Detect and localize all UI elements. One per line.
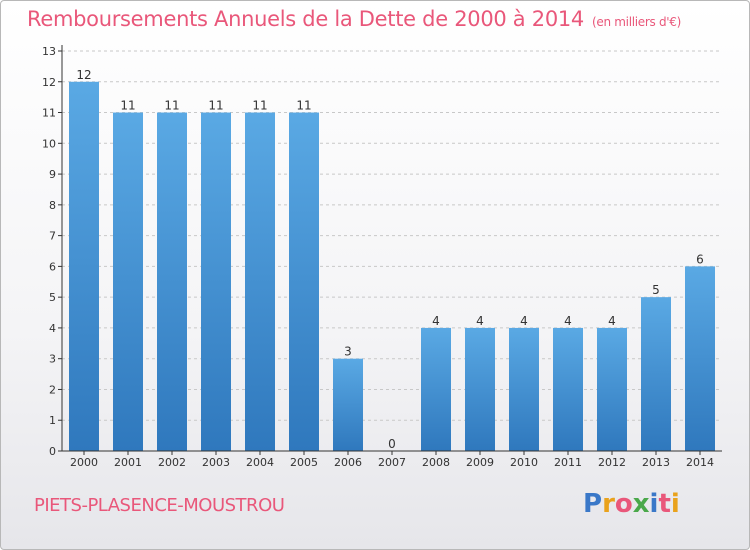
y-tick-label: 4 (49, 322, 56, 335)
x-tick-label: 2003 (202, 456, 230, 469)
bar (553, 327, 583, 451)
x-tick-label: 2002 (158, 456, 186, 469)
bar (333, 358, 363, 451)
x-tick-label: 2009 (466, 456, 494, 469)
y-tick-label: 3 (49, 353, 56, 366)
chart-unit-label: (en milliers d'€) (592, 15, 682, 29)
x-tick-label: 2004 (246, 456, 274, 469)
y-tick-label: 13 (42, 45, 56, 58)
logo-letter: o (614, 489, 633, 519)
bar-value-label: 11 (296, 99, 311, 113)
bar (201, 112, 231, 452)
bar (465, 327, 495, 451)
chart-title: Remboursements Annuels de la Dette de 20… (27, 7, 681, 31)
bar-value-label: 6 (696, 252, 704, 266)
bar (157, 112, 187, 452)
bars: 12 11 11 11 11 11 3 0 4 4 4 4 4 5 6 (69, 68, 715, 452)
x-tick-label: 2008 (422, 456, 450, 469)
y-tick-label: 10 (42, 137, 56, 150)
y-tick-label: 5 (49, 291, 56, 304)
x-tick-label: 2006 (334, 456, 362, 469)
bar-value-label: 0 (388, 437, 396, 451)
bar-value-label: 11 (252, 99, 267, 113)
y-tick-label: 11 (42, 107, 56, 120)
proxiti-logo: Proxiti (583, 489, 680, 519)
y-tick-label: 8 (49, 199, 56, 212)
bar-value-label: 4 (476, 314, 484, 328)
bar (69, 81, 99, 452)
x-tick-label: 2001 (114, 456, 142, 469)
bar-value-label: 4 (520, 314, 528, 328)
bar (289, 112, 319, 452)
logo-letter: t (658, 489, 671, 519)
logo-letter: r (602, 489, 615, 519)
bar (509, 327, 539, 451)
y-tick-label: 6 (49, 260, 56, 273)
y-tick-label: 1 (49, 414, 56, 427)
bar (685, 266, 715, 451)
bar (113, 112, 143, 452)
logo-letter: x (632, 489, 650, 519)
bar-value-label: 11 (164, 99, 179, 113)
x-tick-label: 2007 (378, 456, 406, 469)
logo-letter: i (649, 489, 659, 519)
y-tick-label: 9 (49, 168, 56, 181)
bar (245, 112, 275, 452)
logo-letter: i (670, 489, 680, 519)
bar-value-label: 11 (208, 99, 223, 113)
bar (641, 297, 671, 451)
bar-value-label: 5 (652, 283, 660, 297)
x-tick-label: 2013 (642, 456, 670, 469)
chart-title-text: Remboursements Annuels de la Dette de 20… (27, 7, 584, 31)
logo-letter: P (583, 489, 603, 519)
y-tick-label: 7 (49, 230, 56, 243)
x-tick-label: 2014 (686, 456, 714, 469)
y-tick-label: 2 (49, 383, 56, 396)
bar (421, 327, 451, 451)
x-tick-label: 2012 (598, 456, 626, 469)
x-tick-label: 2000 (70, 456, 98, 469)
bar-value-label: 4 (432, 314, 440, 328)
bar-value-label: 4 (564, 314, 572, 328)
x-tick-label: 2005 (290, 456, 318, 469)
bar (597, 327, 627, 451)
bar-value-label: 12 (76, 68, 91, 82)
x-tick-label: 2010 (510, 456, 538, 469)
y-tick-label: 0 (49, 445, 56, 458)
commune-name: PIETS-PLASENCE-MOUSTROU (34, 495, 285, 516)
x-tick-label: 2011 (554, 456, 582, 469)
y-tick-label: 12 (42, 76, 56, 89)
bar-value-label: 3 (344, 345, 352, 359)
bar-value-label: 11 (120, 99, 135, 113)
bar-value-label: 4 (608, 314, 616, 328)
